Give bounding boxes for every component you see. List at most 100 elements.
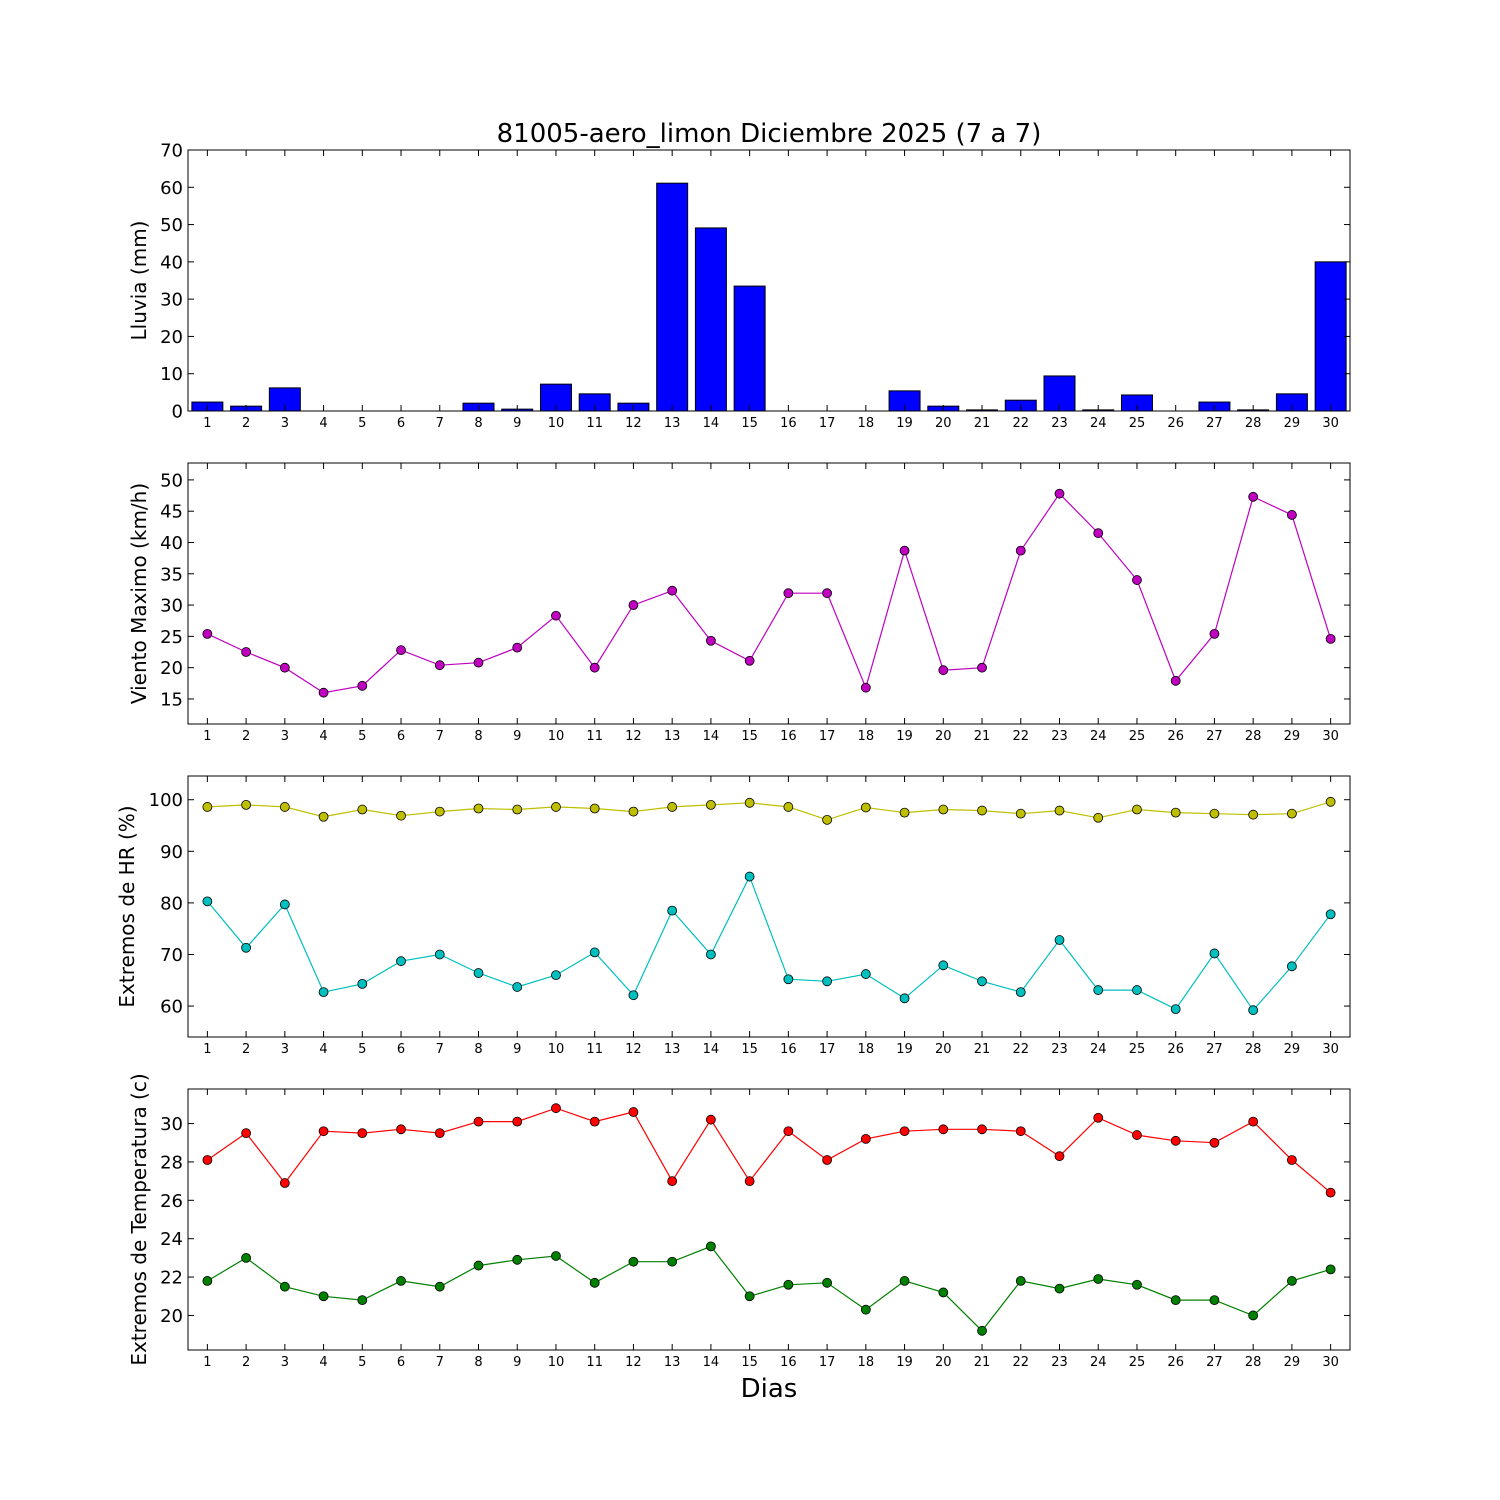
point-series-1-day-26 (1170, 807, 1181, 818)
x-tick-label: 11 (586, 416, 603, 431)
point-series-2-day-20 (938, 1287, 949, 1298)
x-tick-label: 24 (1090, 729, 1107, 744)
x-tick-label: 27 (1206, 1355, 1223, 1370)
x-tick-label: 30 (1322, 729, 1339, 744)
y-axis-label: Viento Maximo (km/h) (127, 483, 151, 704)
x-tick-label: 29 (1284, 1042, 1301, 1057)
x-tick-label: 20 (935, 1355, 952, 1370)
point-series-1-day-25 (1132, 575, 1142, 585)
point-series-1-day-8 (473, 657, 484, 668)
x-tick-label: 9 (513, 1042, 521, 1057)
y-tick-label: 90 (160, 842, 183, 863)
point-series-1-day-24 (1093, 528, 1104, 539)
point-series-1-day-17 (822, 814, 832, 825)
x-tick-label: 9 (513, 1355, 521, 1370)
y-axis-label: Extremos de Temperatura (c) (127, 1073, 151, 1365)
x-tick-label: 12 (625, 729, 642, 744)
x-tick-label: 25 (1129, 729, 1146, 744)
point-series-1-day-6 (396, 1124, 406, 1135)
y-tick-label: 40 (160, 533, 183, 554)
x-tick-label: 8 (474, 1355, 482, 1370)
x-tick-label: 26 (1167, 1355, 1184, 1370)
point-series-1-day-21 (977, 662, 987, 673)
x-tick-label: 23 (1051, 1042, 1068, 1057)
point-series-2-day-12 (628, 990, 639, 1001)
series-line-2 (206, 875, 1332, 1012)
point-series-1-day-15 (744, 797, 755, 808)
point-series-2-day-9 (512, 982, 523, 992)
point-series-1-day-19 (899, 1126, 910, 1137)
point-series-2-day-7 (434, 949, 445, 960)
point-series-2-day-27 (1209, 1295, 1220, 1306)
x-tick-label: 9 (513, 416, 521, 431)
point-series-2-day-28 (1248, 1005, 1259, 1016)
y-axis-label: Extremos de HR (%) (115, 805, 139, 1007)
point-series-2-day-23 (1054, 935, 1065, 945)
y-tick-label: 80 (160, 893, 183, 914)
point-series-1-day-28 (1248, 491, 1259, 502)
x-tick-label: 13 (664, 416, 681, 431)
point-series-2-day-18 (860, 969, 871, 979)
point-series-2-day-29 (1287, 961, 1297, 972)
x-tick-label: 10 (548, 416, 565, 431)
y-tick-label: 0 (172, 402, 183, 423)
point-series-2-day-2 (241, 942, 252, 953)
point-series-1-day-5 (357, 804, 368, 815)
x-tick-label: 9 (513, 729, 521, 744)
point-series-1-day-9 (512, 804, 523, 815)
series-line-1 (207, 1107, 1331, 1194)
x-tick-label: 10 (548, 1042, 565, 1057)
y-tick-label: 70 (160, 141, 183, 162)
x-tick-label: 22 (1012, 416, 1029, 431)
point-series-1-day-14 (706, 635, 716, 646)
point-series-1-day-23 (1054, 805, 1065, 816)
point-series-1-day-18 (860, 682, 871, 693)
x-tick-label: 2 (242, 416, 250, 431)
y-tick-label: 25 (160, 627, 183, 648)
point-series-2-day-21 (977, 976, 987, 987)
x-tick-label: 21 (974, 1355, 991, 1370)
point-series-1-day-5 (357, 1128, 368, 1139)
x-tick-label: 4 (319, 1042, 327, 1057)
x-tick-label: 4 (319, 416, 327, 431)
y-tick-label: 30 (160, 596, 183, 617)
x-tick-label: 15 (741, 1042, 758, 1057)
x-tick-label: 4 (319, 1355, 327, 1370)
point-series-2-day-8 (473, 968, 484, 978)
x-tick-label: 13 (664, 1355, 681, 1370)
y-tick-label: 60 (160, 997, 183, 1018)
x-tick-label: 16 (780, 1355, 797, 1370)
point-series-1-day-10 (551, 610, 561, 621)
x-tick-label: 27 (1206, 416, 1223, 431)
point-series-2-day-3 (279, 1281, 290, 1292)
x-tick-label: 19 (896, 1042, 913, 1057)
x-tick-label: 27 (1206, 1042, 1223, 1057)
x-tick-label: 2 (242, 1042, 250, 1057)
x-tick-label: 22 (1012, 1042, 1029, 1057)
point-series-1-day-20 (938, 804, 949, 815)
x-tick-label: 14 (703, 416, 720, 431)
point-series-1-day-19 (899, 807, 910, 818)
x-tick-label: 18 (858, 1355, 875, 1370)
point-series-1-day-26 (1170, 1135, 1181, 1146)
point-series-2-day-5 (357, 1295, 368, 1306)
x-tick-label: 27 (1206, 729, 1223, 744)
x-tick-label: 20 (935, 729, 952, 744)
x-tick-label: 14 (703, 1042, 720, 1057)
point-series-1-day-17 (822, 588, 832, 599)
y-tick-label: 20 (160, 327, 183, 348)
point-series-1-day-21 (977, 1124, 987, 1135)
point-series-1-day-4 (318, 687, 329, 698)
x-tick-label: 10 (548, 1355, 565, 1370)
x-tick-label: 12 (625, 1355, 642, 1370)
point-series-1-day-15 (744, 1176, 755, 1187)
x-tick-label: 10 (548, 729, 565, 744)
point-series-2-day-25 (1132, 1279, 1142, 1290)
x-tick-label: 22 (1012, 729, 1029, 744)
x-tick-label: 12 (625, 1042, 642, 1057)
x-tick-label: 19 (896, 416, 913, 431)
x-tick-label: 5 (358, 1355, 366, 1370)
